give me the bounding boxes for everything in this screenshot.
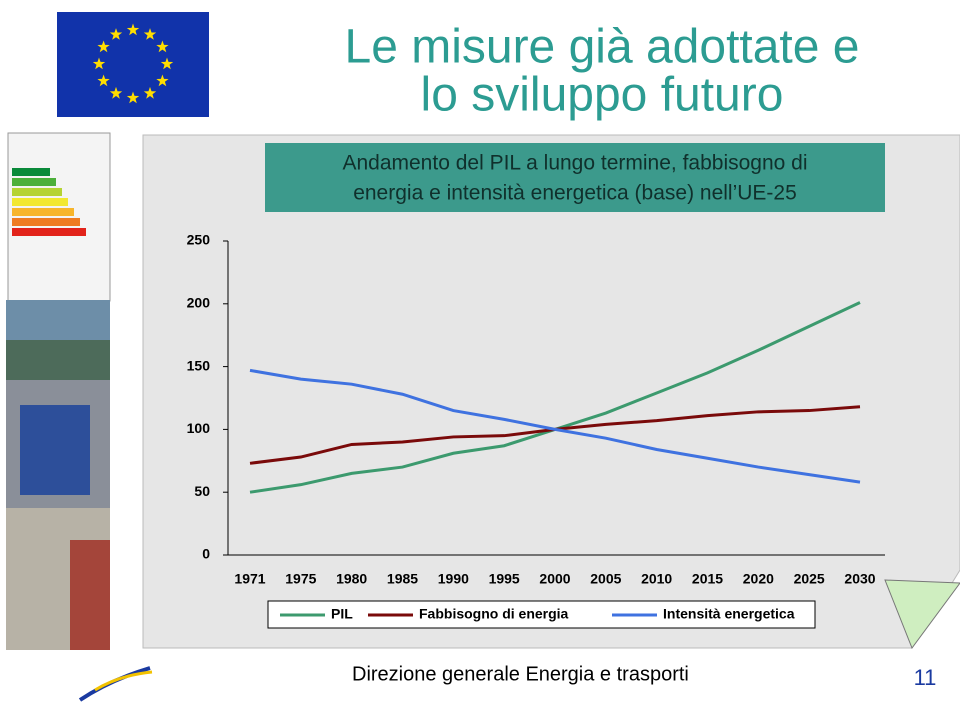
x-tick-label: 2030 [844, 571, 875, 587]
flag-star [126, 23, 140, 36]
flag-star [97, 40, 110, 53]
flag-star [126, 91, 140, 104]
footer: Direzione generale Energia e trasporti [352, 663, 689, 685]
x-tick-label: 1971 [234, 571, 265, 587]
flag-star [143, 86, 157, 99]
chart-title-box [265, 143, 885, 212]
y-tick-label: 0 [202, 546, 210, 562]
legend-label: Fabbisogno di energia [419, 606, 569, 622]
slide-title: Le misure già adottate e [345, 21, 860, 74]
line-series [249, 368, 861, 484]
landscape-photo-land [6, 340, 110, 380]
slide-title: lo sviluppo futuro [421, 69, 784, 122]
x-tick-label: 1985 [387, 571, 418, 587]
brick-wall [70, 540, 110, 650]
energy-label-image [7, 132, 111, 302]
flag-star [143, 28, 157, 40]
y-tick-label: 200 [187, 295, 211, 311]
flag-star [109, 28, 123, 40]
eu-flag [57, 12, 209, 117]
x-tick-label: 2015 [692, 571, 723, 587]
chart-title: energia e intensità energetica (base) ne… [353, 182, 797, 205]
flag-star [97, 74, 110, 87]
x-tick-label: 2005 [590, 571, 621, 587]
x-tick-label: 2000 [539, 571, 570, 587]
x-tick-label: 1980 [336, 571, 367, 587]
flag-star [156, 74, 169, 87]
dg-logo [78, 666, 153, 702]
flag-star [156, 40, 169, 53]
flag-star [160, 57, 174, 70]
flag-star [109, 86, 123, 99]
x-tick-label: 1995 [489, 571, 520, 587]
legend-label: PIL [331, 606, 353, 622]
y-tick-label: 50 [194, 483, 210, 499]
energy-label-bars [12, 168, 86, 236]
x-tick-label: 2010 [641, 571, 672, 587]
x-tick-label: 2025 [794, 571, 825, 587]
x-tick-label: 1990 [438, 571, 469, 587]
legend [267, 600, 816, 629]
legend-label: Intensità energetica [663, 606, 795, 622]
page-curl [884, 579, 960, 650]
tram [20, 405, 90, 495]
x-tick-label: 2020 [743, 571, 774, 587]
chart-title: Andamento del PIL a lungo termine, fabbi… [342, 152, 807, 175]
y-tick-label: 150 [187, 357, 211, 373]
flag-star [92, 57, 106, 70]
x-tick-label: 1975 [285, 571, 316, 587]
page-number: 11 [914, 665, 937, 690]
y-tick-label: 250 [187, 232, 211, 248]
y-tick-label: 100 [187, 420, 211, 436]
